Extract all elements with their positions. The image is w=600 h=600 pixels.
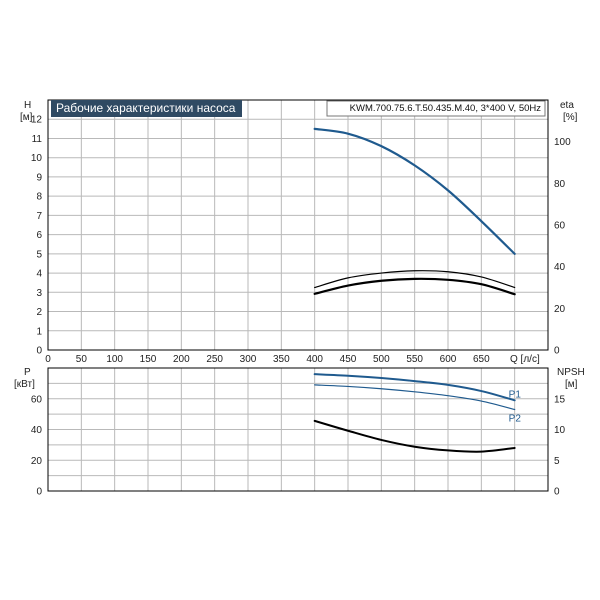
head-tick-label: 6 [36,230,42,241]
head-tick-label: 7 [36,211,42,222]
flow-tick-label: 100 [106,354,123,365]
eta-tick-label: 80 [554,179,566,190]
model-label-background [326,100,546,117]
top-plot-frame [47,99,549,351]
head-tick-label: 11 [32,134,43,145]
power-tick-label: 40 [31,425,43,436]
series-label-p2: P2 [509,414,522,425]
eta-axis-unit: [%] [563,112,578,123]
head-axis-label: H [24,100,31,111]
power-p2-curve [314,384,516,411]
power-axis-unit: [кВт] [14,379,35,390]
head-tick-label: 0 [36,346,42,357]
head-tick-label: 9 [36,172,42,183]
flow-tick-label: 50 [76,354,88,365]
npsh-axis-unit: [м] [565,379,578,390]
eta-tick-label: 60 [554,221,566,232]
npsh-curve [313,419,516,453]
head-tick-label: 1 [36,326,42,337]
head-tick-label: 2 [36,307,42,318]
series-label-p1: P1 [509,389,522,400]
head-axis-unit: [м] [20,112,33,123]
flow-tick-label: 350 [273,354,290,365]
power-p1-curve [313,373,516,402]
flow-tick-label: 550 [406,354,423,365]
model-label: KWM.700.75.6.T.50.435.M.40, 3*400 V, 50H… [350,103,542,114]
eta-tick-label: 40 [554,262,566,273]
chart-title-background [51,100,242,117]
eta-axis-label: eta [560,100,574,111]
flow-tick-label: 450 [340,354,357,365]
bottom-plot-frame [47,367,549,492]
flow-tick-label: 0 [45,354,51,365]
flow-tick-label: 600 [440,354,457,365]
head-tick-label: 5 [36,249,42,260]
head-tick-label: 10 [31,153,43,164]
flow-tick-label: 200 [173,354,190,365]
power-tick-label: 0 [36,487,42,498]
head-tick-label: 8 [36,192,42,203]
npsh-tick-label: 0 [554,487,560,498]
power-tick-label: 60 [31,394,43,405]
flow-tick-label: 300 [240,354,257,365]
head-tick-label: 3 [36,288,42,299]
flow-axis-label: Q [л/с] [510,354,540,365]
flow-tick-label: 250 [206,354,223,365]
npsh-tick-label: 5 [554,456,560,467]
eta-tick-label: 0 [554,346,560,357]
flow-tick-label: 650 [473,354,490,365]
npsh-axis-label: NPSH [557,367,585,378]
head-tick-label: 12 [31,115,43,126]
power-tick-label: 20 [31,456,43,467]
efficiency-curve-upper [314,270,516,289]
flow-tick-label: 500 [373,354,390,365]
npsh-tick-label: 15 [554,394,566,405]
head-tick-label: 4 [36,269,42,280]
power-axis-label: P [24,367,31,378]
npsh-tick-label: 10 [554,425,566,436]
head-curve [313,127,516,255]
flow-tick-label: 150 [140,354,157,365]
eta-tick-label: 100 [554,137,571,148]
chart-title: Рабочие характеристики насоса [56,101,236,115]
flow-tick-label: 400 [306,354,323,365]
efficiency-curve-lower [313,277,516,296]
eta-tick-label: 20 [554,304,566,315]
